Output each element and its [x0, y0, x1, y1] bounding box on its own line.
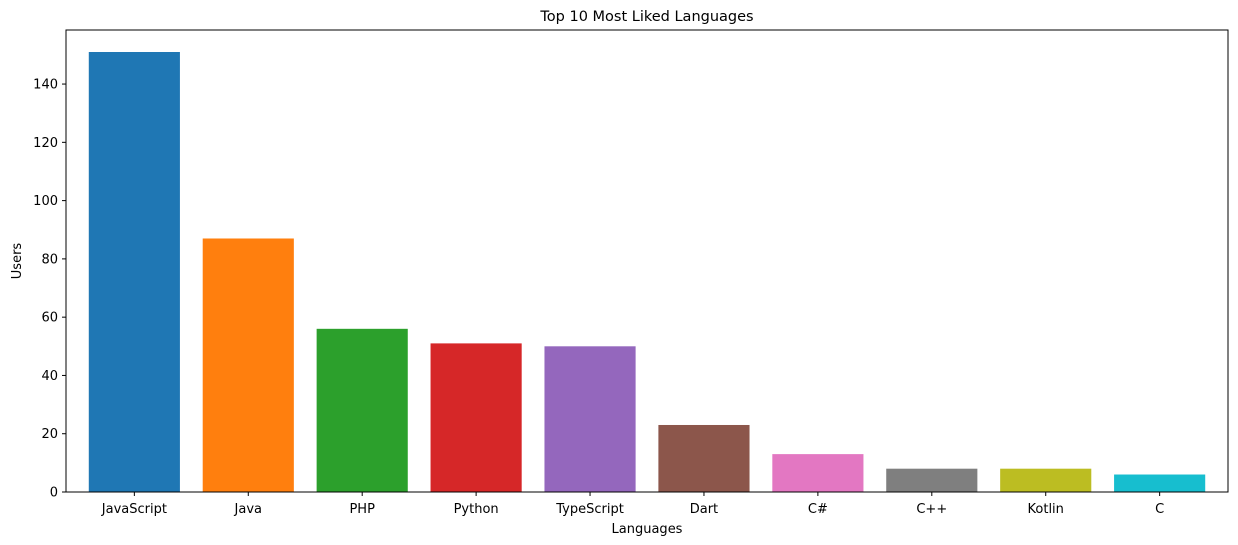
plot-frame: [65, 29, 1229, 493]
x-tick-label: Kotlin: [1028, 502, 1064, 517]
x-tick-label: C++: [916, 502, 947, 517]
bar-typescript: [544, 346, 636, 492]
y-axis: 0 20 40 60 80 100 120 140: [33, 78, 66, 501]
x-tick-label: C: [1155, 502, 1164, 517]
x-tick-label: PHP: [349, 502, 375, 517]
y-tick-label: 140: [33, 78, 58, 93]
x-tick-label: C#: [808, 502, 828, 517]
bar-csharp: [772, 454, 864, 492]
y-tick-label: 80: [41, 252, 58, 267]
x-tick-label: Python: [454, 502, 499, 517]
bar-c: [1114, 474, 1206, 492]
bar-javascript: [88, 52, 180, 492]
chart-title: Top 10 Most Liked Languages: [539, 9, 753, 25]
y-axis-label: Users: [10, 243, 25, 280]
bar-cplusplus: [886, 468, 978, 492]
bar-java: [202, 238, 294, 492]
x-tick-label: Dart: [690, 502, 718, 517]
y-tick-label: 100: [33, 194, 58, 209]
y-tick-label: 0: [50, 486, 58, 501]
bar-dart: [658, 424, 750, 492]
x-axis: JavaScript Java PHP Python TypeScript Dart C# C…: [101, 492, 1164, 517]
y-tick-label: 40: [41, 369, 58, 384]
y-tick-label: 20: [41, 427, 58, 442]
bar-kotlin: [1000, 468, 1092, 492]
y-tick-label: 120: [33, 136, 58, 151]
x-axis-label: Languages: [612, 522, 683, 537]
bars-group: [88, 52, 1206, 492]
y-tick-label: 60: [41, 311, 58, 326]
x-tick-label: TypeScript: [555, 502, 624, 517]
bar-php: [316, 328, 408, 492]
bar-python: [430, 343, 522, 492]
x-tick-label: Java: [234, 502, 262, 517]
x-tick-label: JavaScript: [101, 502, 167, 517]
